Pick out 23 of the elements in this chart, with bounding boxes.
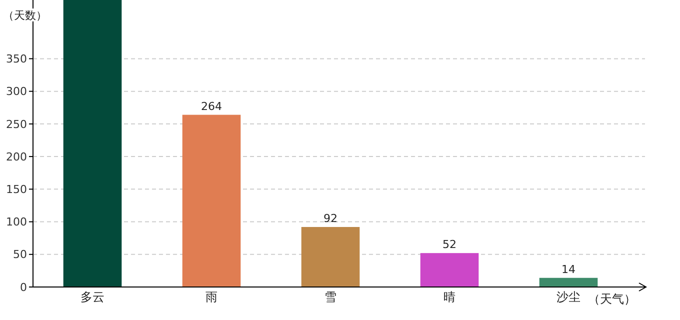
y-tick-label: 150 [6, 183, 27, 196]
y-tick-label: 300 [6, 85, 27, 98]
y-tick-label: 250 [6, 118, 27, 131]
y-tick-label: 200 [6, 150, 27, 164]
bar [420, 253, 479, 287]
data-label: 92 [324, 212, 338, 225]
x-tick-label: 多云 [80, 290, 104, 304]
x-tick-label: 晴 [444, 290, 456, 304]
x-axis-title: （天气） [588, 292, 636, 306]
x-tick-label: 沙尘 [556, 290, 580, 304]
y-tick-label: 50 [13, 248, 27, 262]
data-label: 264 [201, 100, 222, 113]
x-tick-label: 雪 [324, 290, 336, 304]
bar [182, 114, 241, 287]
data-label: 52 [442, 238, 456, 252]
y-tick-label: 0 [20, 280, 27, 294]
y-tick-label: 350 [6, 52, 27, 66]
bar [301, 226, 360, 287]
y-tick-label: 100 [6, 216, 27, 229]
bar [539, 278, 598, 287]
x-tick-label: 雨 [206, 290, 218, 304]
bar [63, 0, 122, 287]
data-label: 14 [562, 262, 576, 276]
